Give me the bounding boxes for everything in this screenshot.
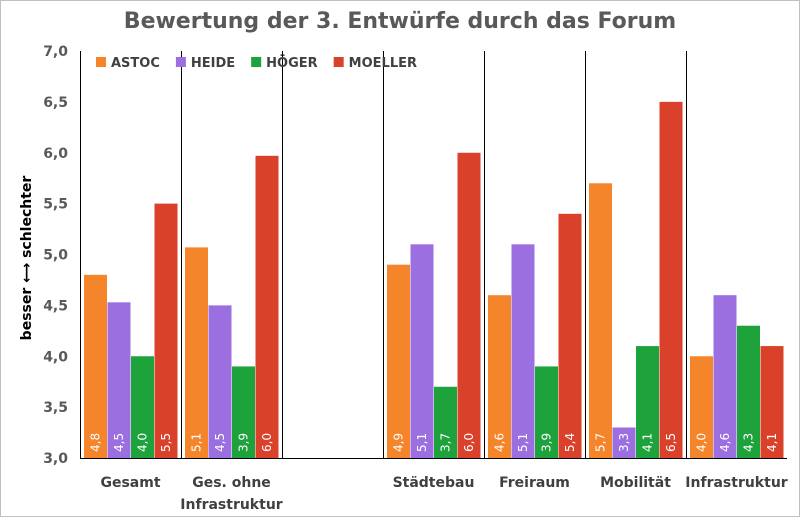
legend-swatch xyxy=(96,57,106,67)
data-label: 4,5 xyxy=(112,433,126,452)
data-label: 6,0 xyxy=(260,433,274,452)
category-label: Infrastruktur xyxy=(685,475,787,491)
category-labels: Gesamt Ges. ohne Infrastruktur Städtebau Fre… xyxy=(100,475,787,513)
data-label: 4,1 xyxy=(641,433,655,452)
bar xyxy=(760,346,784,458)
data-label: 3,3 xyxy=(617,433,631,452)
legend-label: ASTOC xyxy=(111,56,160,71)
y-tick-label: 4,5 xyxy=(43,298,68,314)
bar xyxy=(457,152,481,458)
bars xyxy=(84,101,784,459)
category-label: Gesamt xyxy=(100,475,160,491)
bar xyxy=(387,264,410,458)
y-tick-label: 3,5 xyxy=(43,400,68,416)
category-label: Freiraum xyxy=(499,475,570,491)
bar xyxy=(410,244,434,458)
bar xyxy=(154,203,178,458)
legend-swatch xyxy=(175,57,186,67)
legend: ASTOC HEIDE HÖGER MOELLER xyxy=(96,55,417,71)
bar xyxy=(589,183,612,458)
y-tick-labels: 3,0 3,5 4,0 4,5 5,0 5,5 6,0 6,5 7,0 xyxy=(43,44,68,467)
bar xyxy=(636,346,659,458)
bar xyxy=(255,155,279,459)
data-label: 5,1 xyxy=(415,433,429,452)
data-label: 5,1 xyxy=(516,433,530,452)
y-tick-label: 6,5 xyxy=(43,95,68,111)
data-label: 6,5 xyxy=(664,433,678,452)
data-label: 3,9 xyxy=(540,433,554,452)
bar xyxy=(84,274,107,458)
data-label: 3,9 xyxy=(237,433,251,452)
category-label: Mobilität xyxy=(600,475,671,491)
data-label: 4,8 xyxy=(89,433,103,452)
data-label: 4,9 xyxy=(392,433,406,452)
y-tick-label: 7,0 xyxy=(43,44,68,60)
data-label: 5,4 xyxy=(563,433,577,452)
legend-swatch xyxy=(333,57,344,67)
bar xyxy=(185,247,208,458)
data-label: 3,7 xyxy=(439,433,453,452)
data-label: 4,5 xyxy=(213,433,227,452)
axes xyxy=(80,51,787,459)
bar xyxy=(107,302,131,458)
bar xyxy=(488,295,511,458)
bar xyxy=(612,427,636,458)
bar-labels: 4,8 5,1 4,9 4,6 5,7 4,0 4,5 4,5 5,1 5,1 3,3 4,6 4,0 3… xyxy=(89,433,780,452)
bar xyxy=(208,305,232,458)
legend-label: HÖGER xyxy=(266,55,318,71)
bar xyxy=(434,386,457,458)
bar xyxy=(511,244,535,458)
data-label: 4,6 xyxy=(718,433,732,452)
chart-title: Bewertung der 3. Entwürfe durch das Foru… xyxy=(123,9,677,34)
y-tick-label: 3,0 xyxy=(43,451,68,467)
category-label: Ges. ohne xyxy=(192,475,271,491)
bar xyxy=(131,356,154,458)
legend-swatch xyxy=(251,57,262,67)
bar xyxy=(713,295,737,458)
bar xyxy=(535,366,558,458)
data-label: 5,1 xyxy=(190,433,204,452)
category-label: Städtebau xyxy=(393,475,475,491)
data-label: 6,0 xyxy=(462,433,476,452)
y-tick-label: 5,5 xyxy=(43,197,68,213)
bar xyxy=(558,213,582,458)
data-label: 5,7 xyxy=(594,433,608,452)
data-label: 4,3 xyxy=(742,433,756,452)
data-label: 4,0 xyxy=(136,433,150,452)
category-label: Infrastruktur xyxy=(180,497,282,513)
y-tick-label: 4,0 xyxy=(43,349,68,365)
bar xyxy=(232,366,255,458)
bar xyxy=(737,325,760,458)
data-label: 4,6 xyxy=(493,433,507,452)
y-tick-label: 5,0 xyxy=(43,248,68,264)
data-label: 4,0 xyxy=(695,433,709,452)
legend-label: HEIDE xyxy=(191,56,235,71)
group-separators xyxy=(181,51,687,458)
legend-label: MOELLER xyxy=(349,56,417,71)
data-label: 4,1 xyxy=(765,433,779,452)
bar xyxy=(659,101,683,458)
y-tick-label: 6,0 xyxy=(43,146,68,162)
bar xyxy=(690,356,713,458)
data-label: 5,5 xyxy=(159,433,173,452)
